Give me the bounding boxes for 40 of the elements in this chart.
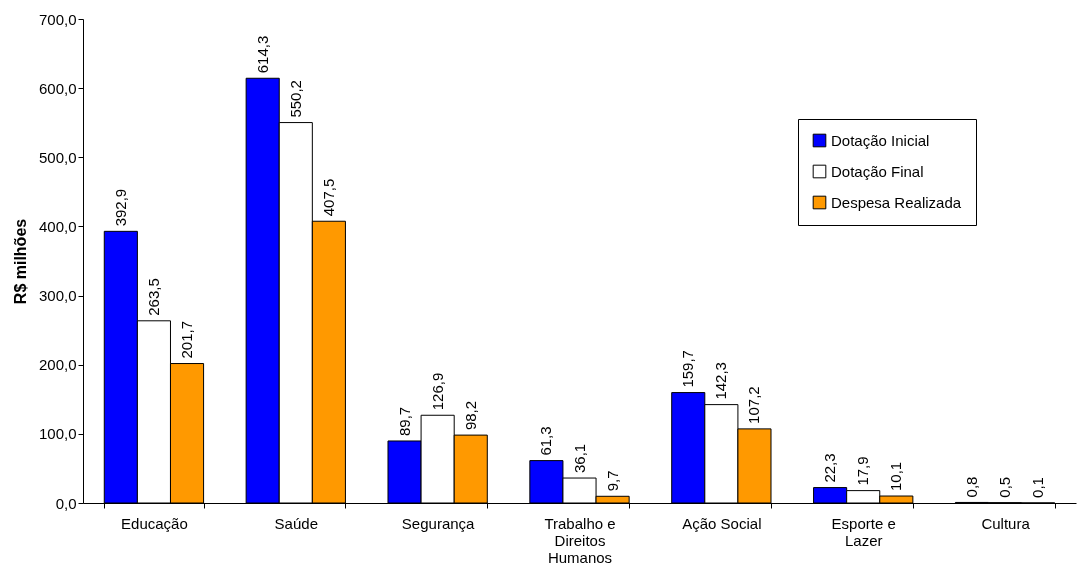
data-label: 0,8: [962, 476, 980, 498]
y-tick-label: 600,0: [38, 79, 77, 97]
data-label: 407,5: [319, 178, 337, 217]
x-tick-label: Cultura: [981, 514, 1031, 532]
legend-label: Dotação Final: [831, 162, 924, 180]
x-tick-label: Educação: [121, 514, 188, 532]
data-label: 0,5: [996, 476, 1014, 498]
x-tick-label: Ação Social: [682, 514, 762, 532]
y-tick-label: 200,0: [38, 356, 77, 374]
y-tick-label: 0,0: [55, 494, 77, 512]
x-tick-label: Esporte e Lazer: [831, 514, 896, 549]
data-label: 142,3: [712, 362, 730, 400]
data-label: 201,7: [178, 320, 196, 359]
x-tick-label: Saúde: [274, 514, 318, 532]
x-tick-label: Trabalho e Direitos Humanos: [544, 514, 616, 566]
data-label: 89,7: [395, 406, 413, 436]
y-tick-label: 400,0: [38, 217, 77, 235]
data-label: 614,3: [253, 35, 271, 74]
data-label: 159,7: [679, 350, 697, 388]
data-label: 263,5: [144, 278, 162, 316]
y-tick-label: 700,0: [38, 10, 77, 28]
y-axis-title: R$ milhões: [11, 218, 29, 305]
legend-label: Dotação Inicial: [831, 131, 930, 149]
data-label: 550,2: [286, 80, 304, 118]
data-label: 0,1: [1029, 477, 1047, 498]
data-label: 126,9: [428, 372, 446, 411]
data-label: 61,3: [537, 426, 555, 456]
x-tick-label: Segurança: [401, 514, 476, 532]
data-label: 10,1: [887, 461, 905, 492]
legend-label: Despesa Realizada: [831, 193, 962, 211]
y-tick-label: 100,0: [38, 425, 77, 443]
y-tick-label: 300,0: [38, 287, 77, 305]
data-label: 9,7: [603, 470, 621, 492]
data-label: 107,2: [745, 386, 763, 424]
data-label: 392,9: [111, 188, 129, 227]
y-tick-label: 500,0: [38, 148, 77, 166]
data-label: 36,1: [570, 443, 588, 474]
data-label: 98,2: [461, 400, 479, 431]
data-label: 17,9: [854, 456, 872, 486]
data-label: 22,3: [821, 453, 839, 483]
